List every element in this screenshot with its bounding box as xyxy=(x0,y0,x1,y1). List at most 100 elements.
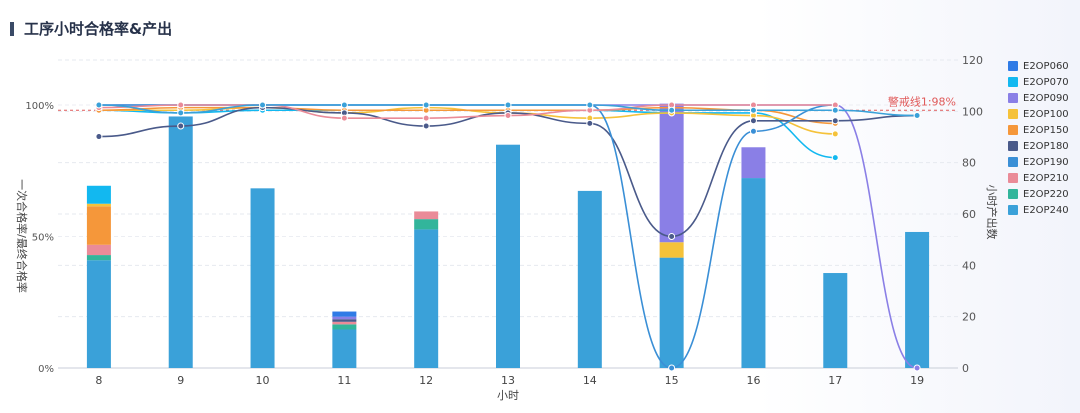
x-tick-label: 14 xyxy=(583,374,597,387)
bar-e2op240 xyxy=(250,188,275,368)
bar-e2op220 xyxy=(414,219,439,230)
x-tick-label: 9 xyxy=(177,374,184,387)
x-tick-label: 10 xyxy=(256,374,270,387)
legend-label: E2OP190 xyxy=(1023,156,1069,168)
chart-legend[interactable]: E2OP060 E2OP070 E2OP090 E2OP100 E2OP150 E2OP1… xyxy=(1008,58,1069,218)
legend-item-e2op090[interactable]: E2OP090 xyxy=(1008,90,1069,106)
x-tick-label: 13 xyxy=(501,374,515,387)
point-e2op180 xyxy=(749,117,757,125)
legend-swatch xyxy=(1008,125,1018,135)
legend-item-e2op220[interactable]: E2OP220 xyxy=(1008,186,1069,202)
bar-e2op210 xyxy=(414,211,439,220)
point-e2op210 xyxy=(422,114,430,122)
legend-swatch xyxy=(1008,157,1018,167)
legend-item-e2op150[interactable]: E2OP150 xyxy=(1008,122,1069,138)
left-tick-label: 100% xyxy=(25,101,54,112)
legend-item-e2op180[interactable]: E2OP180 xyxy=(1008,138,1069,154)
right-tick-label: 100 xyxy=(962,105,983,118)
bar-e2op240 xyxy=(741,178,766,368)
line-e2op180 xyxy=(98,106,918,238)
bar-e2op240 xyxy=(168,116,193,368)
legend-label: E2OP100 xyxy=(1023,108,1069,120)
point-e2op240 xyxy=(340,101,348,109)
page-title: 工序小时合格率&产出 xyxy=(24,20,173,38)
bar-e2op240 xyxy=(905,231,930,368)
bar-e2op240 xyxy=(332,329,357,368)
right-tick-label: 80 xyxy=(962,157,976,170)
point-e2op180 xyxy=(95,133,103,141)
x-tick-label: 12 xyxy=(419,374,433,387)
bar-e2op100 xyxy=(659,242,684,258)
legend-item-e2op060[interactable]: E2OP060 xyxy=(1008,58,1069,74)
bar-e2op150 xyxy=(86,206,111,245)
legend-item-e2op190[interactable]: E2OP190 xyxy=(1008,154,1069,170)
y-axis-right-label: 小时产出数 xyxy=(985,185,999,240)
point-e2op240 xyxy=(749,106,757,114)
legend-label: E2OP240 xyxy=(1023,204,1069,216)
bar-e2op240 xyxy=(86,260,111,368)
right-tick-label: 120 xyxy=(962,54,983,67)
bar-e2op240 xyxy=(823,273,848,368)
point-e2op240 xyxy=(831,106,839,114)
legend-swatch xyxy=(1008,61,1018,71)
point-e2op240 xyxy=(504,101,512,109)
bar-e2op100 xyxy=(86,203,111,207)
x-tick-label: 15 xyxy=(665,374,679,387)
point-e2op240 xyxy=(95,101,103,109)
point-e2op070 xyxy=(831,154,839,162)
legend-swatch xyxy=(1008,77,1018,87)
legend-swatch xyxy=(1008,141,1018,151)
bar-e2op240 xyxy=(414,229,439,368)
legend-item-e2op240[interactable]: E2OP240 xyxy=(1008,202,1069,218)
legend-label: E2OP060 xyxy=(1023,60,1069,72)
legend-swatch xyxy=(1008,93,1018,103)
bar-e2op180 xyxy=(332,319,357,322)
x-tick-label: 11 xyxy=(337,374,351,387)
legend-label: E2OP090 xyxy=(1023,92,1069,104)
legend-label: E2OP210 xyxy=(1023,172,1069,184)
legend-swatch xyxy=(1008,173,1018,183)
point-e2op180 xyxy=(831,117,839,125)
legend-item-e2op210[interactable]: E2OP210 xyxy=(1008,170,1069,186)
point-e2op190 xyxy=(668,364,676,372)
right-tick-label: 20 xyxy=(962,311,976,324)
point-e2op190 xyxy=(749,127,757,135)
right-tick-label: 40 xyxy=(962,259,976,272)
bar-e2op220 xyxy=(86,255,111,261)
point-e2op180 xyxy=(177,122,185,130)
legend-label: E2OP150 xyxy=(1023,124,1069,136)
bar-e2op240 xyxy=(496,144,520,368)
x-tick-label: 16 xyxy=(746,374,760,387)
point-e2op210 xyxy=(504,112,512,120)
x-tick-label: 17 xyxy=(828,374,842,387)
legend-swatch xyxy=(1008,205,1018,215)
point-e2op210 xyxy=(177,101,185,109)
bar-e2op060 xyxy=(332,311,357,317)
point-e2op240 xyxy=(177,109,185,117)
point-e2op180 xyxy=(586,119,594,127)
legend-label: E2OP220 xyxy=(1023,188,1069,200)
title-accent-bar xyxy=(10,22,14,36)
point-e2op180 xyxy=(422,122,430,130)
point-e2op240 xyxy=(913,112,921,120)
bar-e2op210 xyxy=(332,321,357,325)
point-e2op240 xyxy=(259,101,267,109)
bar-e2op210 xyxy=(86,244,111,256)
bar-e2op220 xyxy=(332,324,357,330)
bar-e2op240 xyxy=(577,190,602,368)
line-e2op210 xyxy=(98,104,836,119)
point-e2op240 xyxy=(586,101,594,109)
warning-line-label: 警戒线1:98% xyxy=(888,94,956,108)
right-tick-label: 60 xyxy=(962,208,976,221)
legend-item-e2op100[interactable]: E2OP100 xyxy=(1008,106,1069,122)
point-e2op090 xyxy=(913,364,921,372)
legend-swatch xyxy=(1008,189,1018,199)
left-tick-label: 0% xyxy=(38,364,54,375)
legend-label: E2OP070 xyxy=(1023,76,1069,88)
bar-e2op070 xyxy=(86,185,111,204)
right-tick-label: 0 xyxy=(962,362,969,375)
legend-item-e2op070[interactable]: E2OP070 xyxy=(1008,74,1069,90)
x-tick-label: 19 xyxy=(910,374,924,387)
